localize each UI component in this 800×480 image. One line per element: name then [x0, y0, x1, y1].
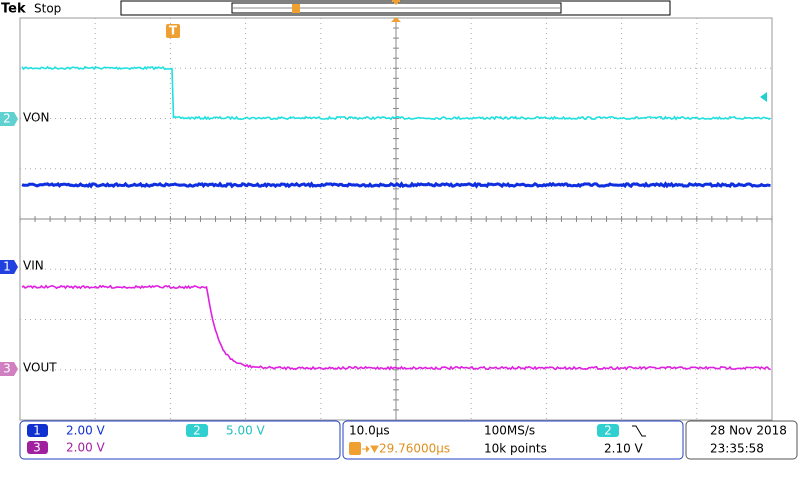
ch3-marker-label: 3 — [3, 362, 11, 376]
trigger-level-marker — [760, 92, 767, 102]
clock-panel — [685, 420, 798, 460]
graticule — [19, 17, 773, 421]
vertical-panel — [19, 420, 341, 460]
ch3-badge-label: 3 — [33, 441, 41, 455]
trace-ch3 — [21, 284, 771, 371]
ch3-marker — [0, 362, 18, 376]
ch2-label: VON — [23, 111, 49, 125]
center-marker — [391, 0, 401, 22]
ch3-scale: 2.00 V — [66, 441, 106, 455]
record-trigger — [292, 4, 300, 13]
ch2-badge — [186, 424, 208, 437]
acq-status: Stop — [34, 2, 61, 16]
ch1-marker — [0, 260, 18, 274]
trigger-marker — [166, 24, 180, 38]
ch2-scale: 5.00 V — [226, 424, 266, 438]
trigger-marker-label: T — [169, 24, 178, 38]
ch1-badge-label: 1 — [33, 424, 41, 438]
ch2-marker-label: 2 — [3, 112, 11, 126]
sample-rate: 100MS/s — [484, 424, 535, 438]
time: 23:35:58 — [710, 442, 764, 456]
trace-ch2 — [21, 65, 771, 121]
trigger-slope-icon — [632, 425, 646, 437]
date: 28 Nov 2018 — [710, 424, 787, 438]
ch3-label: VOUT — [23, 361, 57, 375]
trigger-position: 29.76000µs — [379, 442, 450, 456]
trigger-pos-icon — [349, 442, 361, 455]
trigger-source: 2 — [604, 424, 612, 438]
record-length: 10k points — [484, 442, 547, 456]
ch1-marker-label: 1 — [3, 260, 11, 274]
timebase: 10.0µs — [349, 424, 390, 438]
ch3-badge — [27, 441, 48, 454]
trigger-source-badge — [597, 424, 619, 437]
ch1-label: VIN — [23, 259, 44, 273]
trace-ch1 — [21, 181, 771, 189]
trigger-pos-arrow — [362, 445, 379, 453]
ch2-marker — [0, 112, 18, 126]
ch2-badge-label: 2 — [193, 424, 201, 438]
trigger-level: 2.10 V — [604, 442, 644, 456]
brand: Tek — [1, 2, 26, 17]
ch1-badge — [27, 424, 48, 437]
ch1-scale: 2.00 V — [66, 424, 106, 438]
